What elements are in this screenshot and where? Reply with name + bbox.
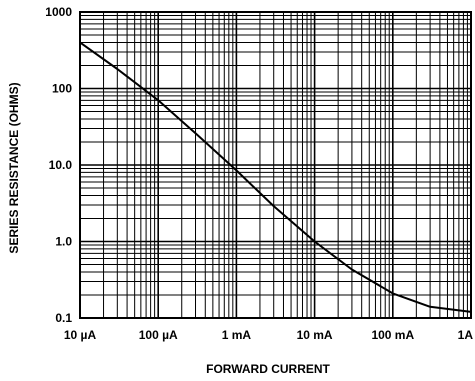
y-tick-label: 100 (52, 82, 72, 96)
y-axis-title: SERIES RESISTANCE (OHMS) (7, 82, 21, 253)
y-tick-labels: 1000 100 10.0 1.0 0.1 (45, 5, 72, 325)
series-resistance-curve (79, 41, 472, 313)
plot-frame (79, 11, 472, 319)
x-tick-label: 10 mA (297, 328, 333, 342)
x-tick-label: 1 mA (222, 328, 252, 342)
x-tick-label: 1A (458, 328, 474, 342)
x-tick-label: 100 mA (371, 328, 414, 342)
chart-grid (79, 11, 472, 319)
y-tick-label: 0.1 (55, 311, 72, 325)
y-tick-label: 10.0 (49, 158, 73, 172)
plot-area (79, 41, 472, 313)
y-tick-label: 1000 (45, 5, 72, 19)
x-tick-labels: 10 µA 100 µA 1 mA 10 mA 100 mA 1A (64, 328, 473, 342)
x-axis-title: FORWARD CURRENT (206, 362, 330, 376)
x-tick-label: 100 µA (139, 328, 178, 342)
y-tick-label: 1.0 (55, 235, 72, 249)
x-tick-label: 10 µA (64, 328, 97, 342)
